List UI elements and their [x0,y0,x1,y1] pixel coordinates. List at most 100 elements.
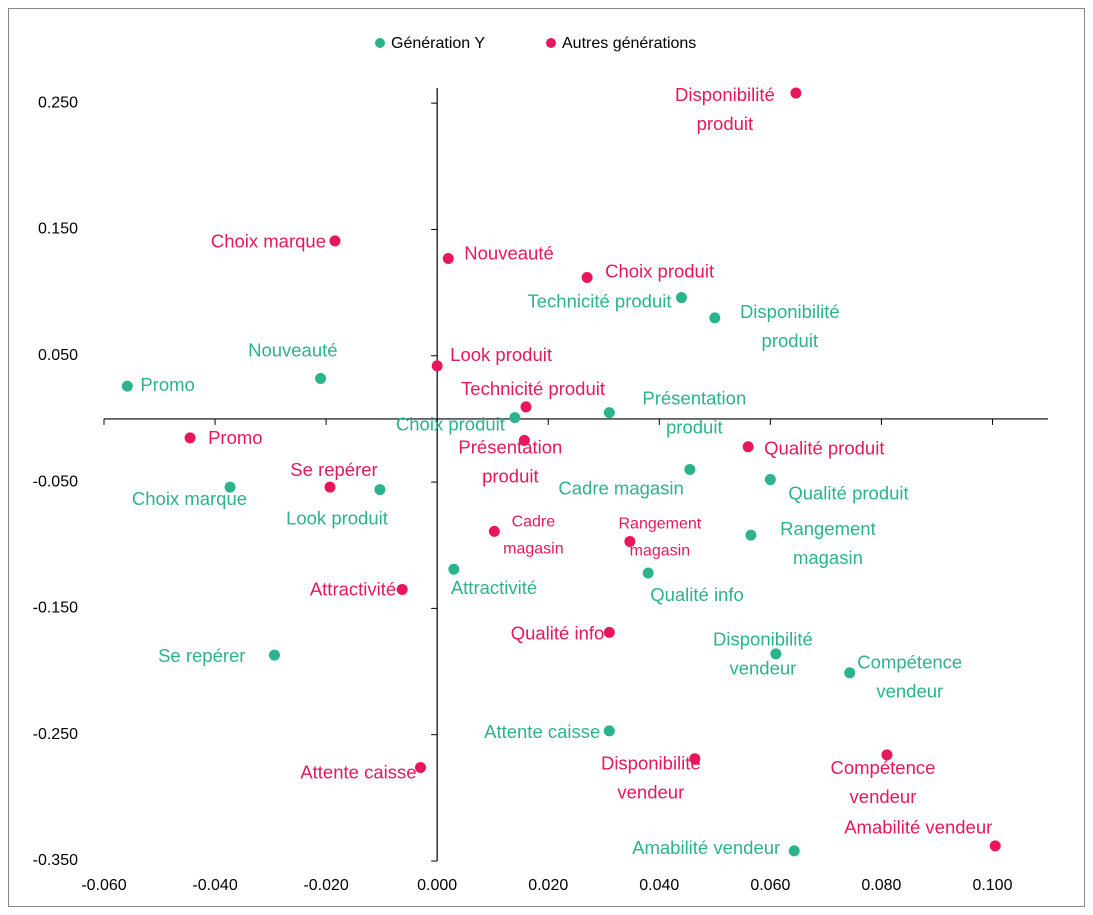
point-label: Technicité produit [461,378,605,399]
point-label: Look produit [450,344,552,365]
point [790,87,802,99]
point [415,762,427,774]
point [315,373,327,385]
point [329,235,341,247]
point [642,567,654,579]
x-tick-label: 0.100 [972,877,1012,894]
point [581,271,593,283]
x-tick-label: 0.040 [639,877,679,894]
y-tick-label: 0.250 [38,94,78,111]
x-tick-label: 0.000 [417,877,457,894]
legend-label: Génération Y [391,35,485,52]
point-label: Look produit [286,508,388,529]
point [745,529,757,541]
point-label: Disponibilité [675,84,775,105]
point [684,463,696,475]
x-tick-label: 0.060 [750,877,790,894]
point-label: Disponibilité [713,629,813,650]
point-label: Présentation [458,436,562,457]
point [676,292,688,304]
point-label: Rangement [780,518,876,539]
point [603,407,615,419]
x-tick-label: -0.040 [192,877,237,894]
y-tick-label: -0.150 [33,600,78,617]
point-label: Nouveauté [464,242,553,263]
point [442,253,454,265]
point-label: Qualité produit [764,438,884,459]
point-label: Se repérer [290,459,377,480]
point-label: Présentation [642,388,746,409]
point-label: produit [666,417,723,438]
point-label: Attente caisse [484,721,600,742]
point-label: Choix marque [211,231,326,252]
point-label: Promo [140,374,195,395]
x-tick-label: 0.080 [861,877,901,894]
point [770,648,782,660]
point-label: Se repérer [158,645,245,666]
point-label: Disponibilité [601,753,701,774]
point-label: vendeur [876,681,943,702]
point [488,525,500,537]
y-tick-label: 0.150 [38,221,78,238]
point [448,563,460,575]
point-label: produit [762,330,819,351]
point-label: Attractivité [310,578,396,599]
point-label: magasin [793,547,863,568]
point-label: vendeur [850,786,917,807]
point [709,312,721,324]
point-label: Nouveauté [248,339,337,360]
point [324,481,336,493]
point [881,749,893,761]
point-label: Attractivité [451,577,537,598]
point [509,412,521,424]
x-tick-label: 0.020 [528,877,568,894]
point [624,535,636,547]
point-label: Amabilité vendeur [844,817,992,838]
point-label: Qualité produit [788,482,908,503]
point [121,380,133,392]
point-label: Attente caisse [300,761,416,782]
point-label: Rangement [619,516,702,533]
point [788,845,800,857]
point-label: magasin [630,543,690,560]
chart-border [8,8,1085,907]
point-label: Choix marque [132,488,247,509]
point-label: Choix produit [605,260,714,281]
point-label: produit [482,465,539,486]
point-label: Qualité info [511,622,605,643]
point-label: Qualité info [650,584,744,605]
point [431,360,443,372]
point-label: magasin [503,541,563,558]
point-label: Cadre magasin [558,477,683,498]
legend-marker [375,38,385,48]
point-label: Technicité produit [528,291,672,312]
point [184,432,196,444]
legend-label: Autres générations [562,35,696,52]
point-label: Amabilité vendeur [632,837,780,858]
legend-marker [546,38,556,48]
point-label: vendeur [617,782,684,803]
point [603,725,615,737]
point [374,484,386,496]
x-tick-label: -0.060 [81,877,126,894]
y-tick-label: -0.350 [33,852,78,869]
point-label: Compétence [857,652,962,673]
point-label: Choix produit [396,414,505,435]
point [844,667,856,679]
point-label: Cadre [512,514,556,531]
x-tick-label: -0.020 [303,877,348,894]
point-label: Disponibilité [740,301,840,322]
point-label: Compétence [831,757,936,778]
point [989,840,1001,852]
point [520,401,532,413]
point [268,649,280,661]
y-tick-label: -0.250 [33,726,78,743]
point-label: produit [697,113,754,134]
point [764,474,776,486]
point [224,481,236,493]
point [742,441,754,453]
y-tick-label: 0.050 [38,347,78,364]
point-label: vendeur [729,658,796,679]
point [396,583,408,595]
